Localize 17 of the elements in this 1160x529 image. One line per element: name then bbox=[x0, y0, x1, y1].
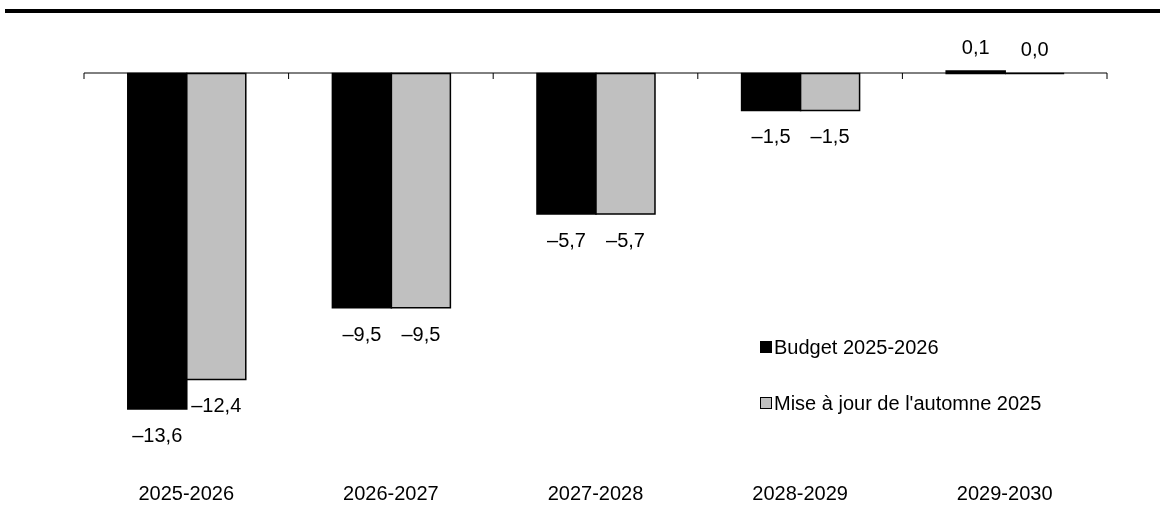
data-label: –9,5 bbox=[401, 322, 441, 345]
x-tick-label: 2029-2030 bbox=[956, 482, 1053, 505]
data-label: 0,0 bbox=[1020, 38, 1049, 61]
data-label: –9,5 bbox=[342, 322, 382, 345]
data-label: –5,7 bbox=[606, 229, 645, 252]
data-label: –1,5 bbox=[751, 125, 791, 148]
x-tick-label: 2025-2026 bbox=[138, 482, 235, 505]
x-tick-label: 2026-2027 bbox=[343, 482, 439, 505]
legend-label: Budget 2025-2026 bbox=[774, 336, 939, 358]
x-tick-label: 2028-2029 bbox=[752, 482, 848, 505]
data-label: –13,6 bbox=[132, 424, 183, 446]
legend-label: Mise à jour de l'automne 2025 bbox=[774, 392, 1042, 414]
x-tick-label: 2027-2028 bbox=[547, 482, 644, 505]
data-label: –12,4 bbox=[191, 394, 242, 417]
data-label: –1,5 bbox=[810, 125, 850, 148]
data-label: –5,7 bbox=[547, 229, 586, 252]
data-label: 0,1 bbox=[961, 36, 990, 58]
